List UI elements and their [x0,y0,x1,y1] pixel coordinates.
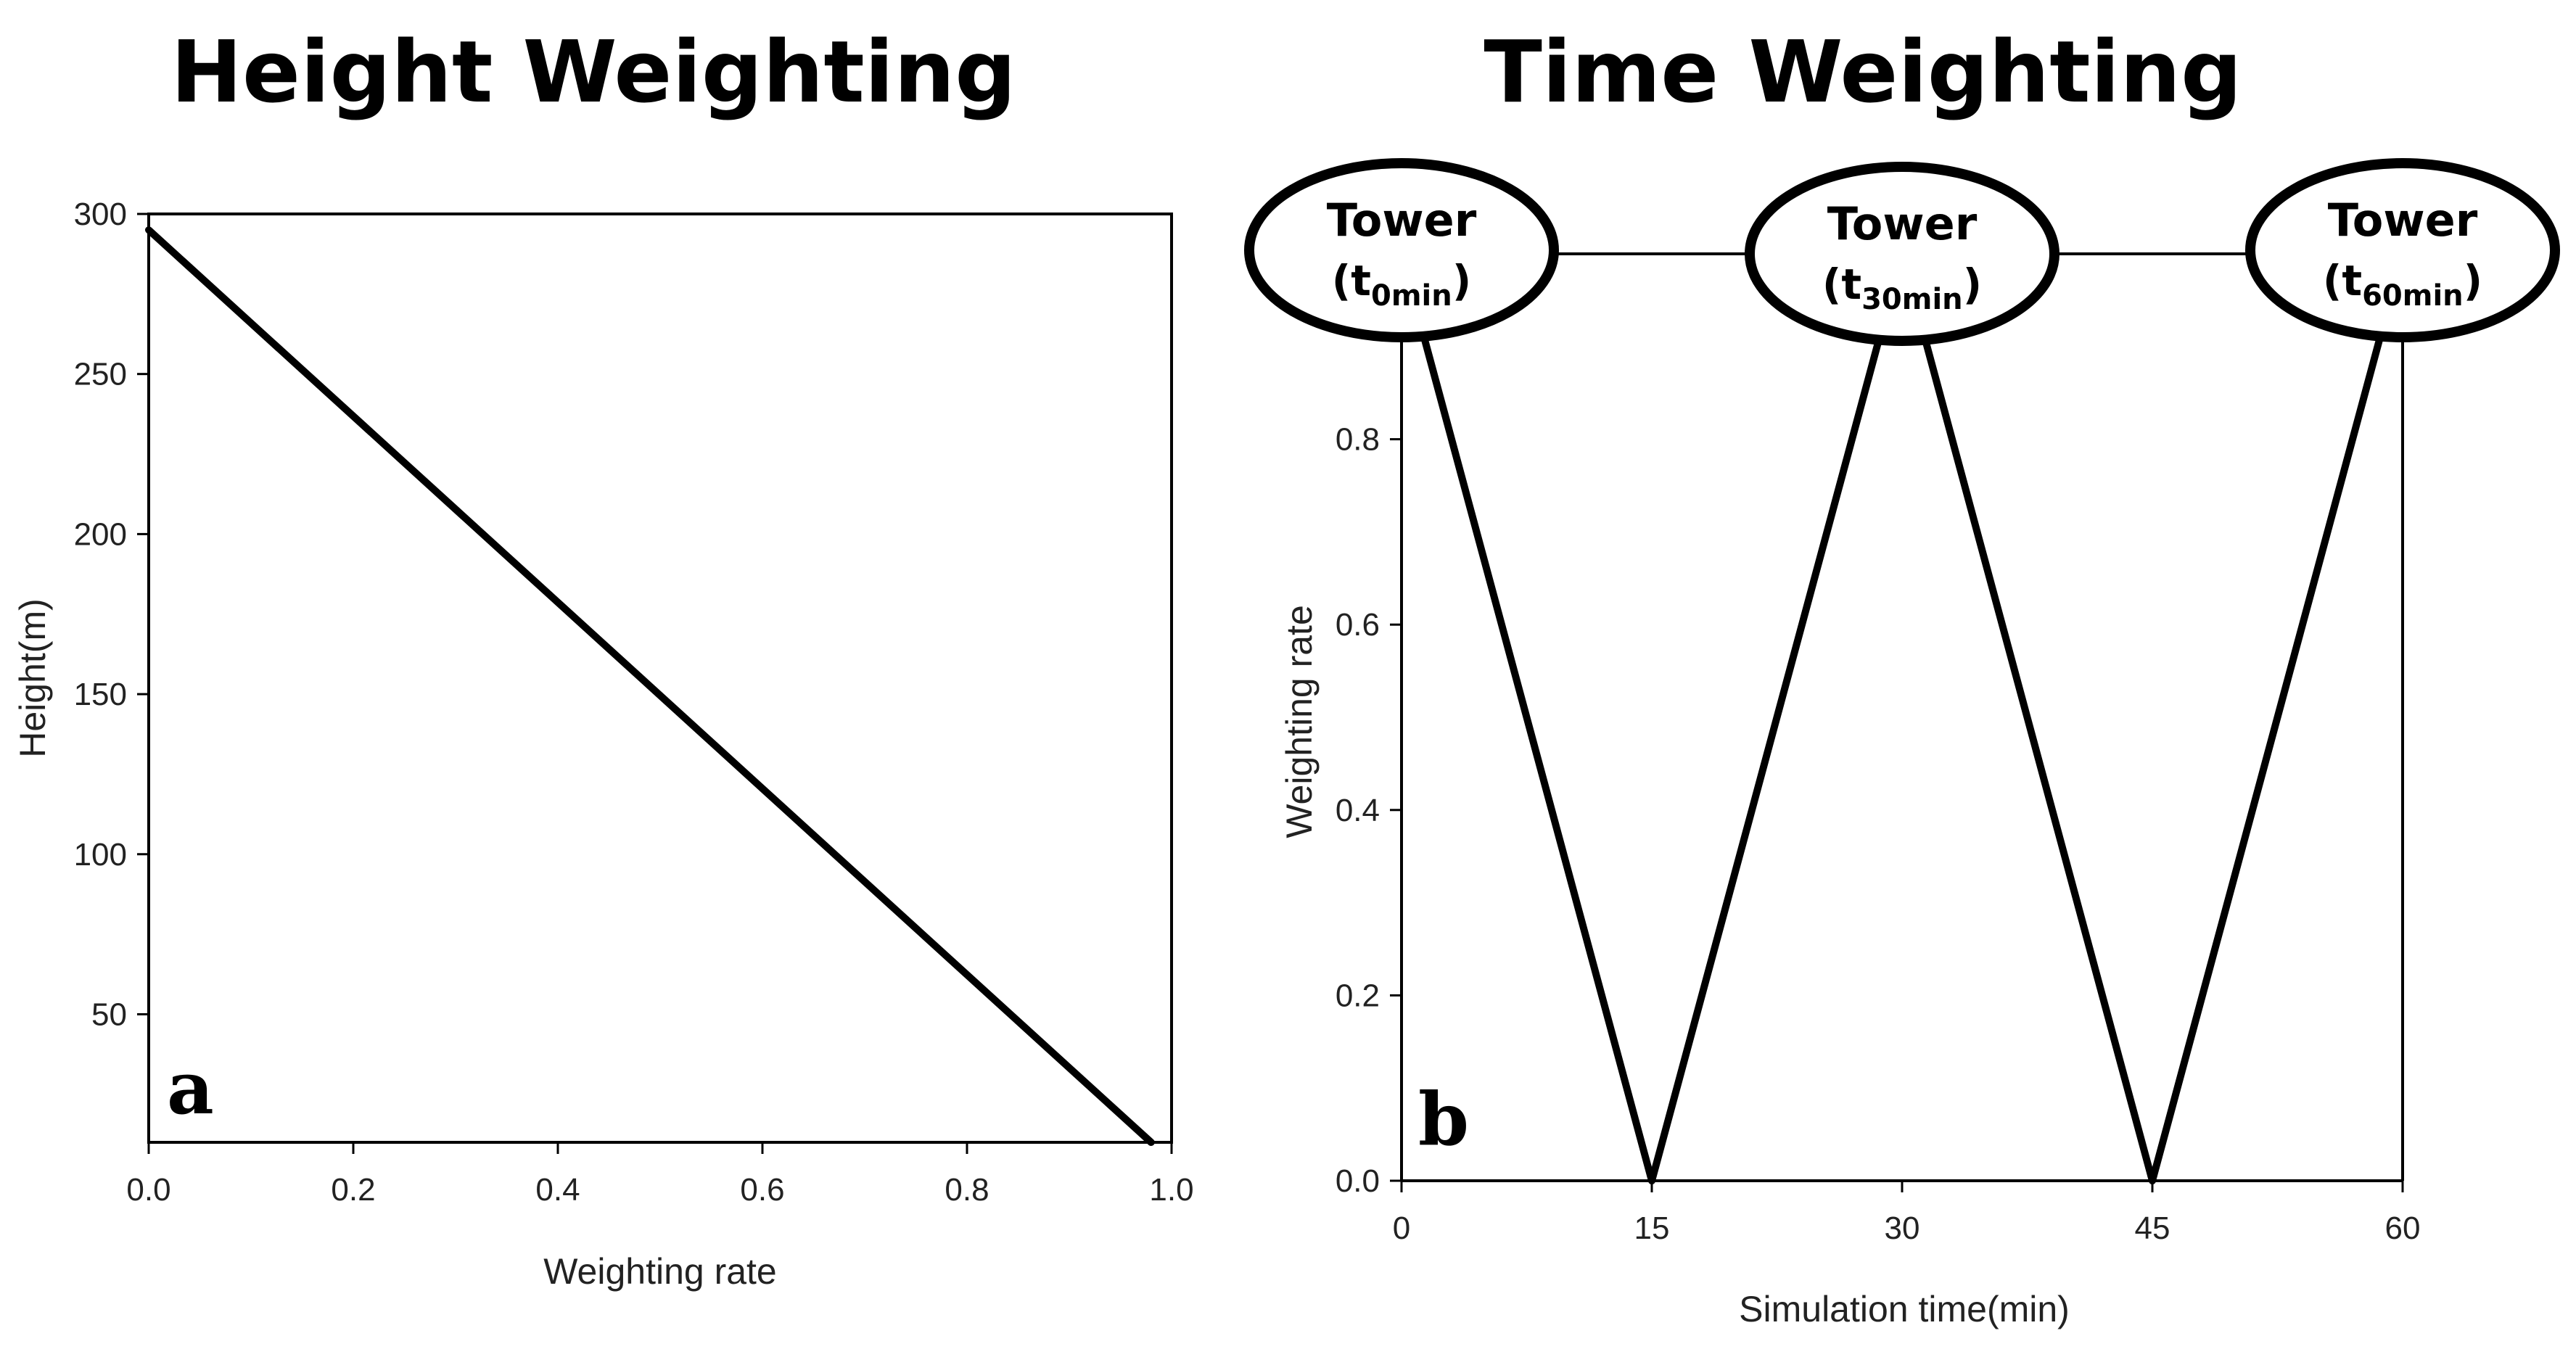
chart-b-y-ticks: 0.0 0.2 0.4 0.6 0.8 [1336,422,1402,1199]
tower-node-time-prefix: (t [1822,260,1861,309]
chart-a-x-axis-label: Weighting rate [543,1251,776,1292]
tower-node-time: (t30min) [1822,260,1982,316]
tower-node-label: Tower [1827,197,1978,250]
chart-b-title: Time Weighting [1484,22,2242,122]
chart-b-y-tick-label: 0.6 [1336,607,1380,643]
chart-a-x-tick-label: 0.2 [331,1172,375,1208]
chart-b-y-tick-label: 0.4 [1336,793,1380,828]
tower-node-ellipse [1745,162,2059,346]
chart-b-y-tick-label: 0.8 [1336,422,1380,458]
chart-b-y-tick-label: 0.2 [1336,978,1380,1013]
chart-b-panel-label: b [1418,1076,1469,1162]
chart-a-x-tick-label: 1.0 [1149,1172,1193,1208]
chart-b-series-segment [1648,336,1882,1184]
chart-a-y-tick-label: 250 [74,357,127,392]
chart-b-x-tick-label: 0 [1393,1210,1410,1246]
tower-node-time-subscript: 60min [2362,279,2464,313]
chart-a-y-ticks: 50 100 150 200 250 300 [74,197,149,1032]
chart-b-series [1420,332,2384,1184]
chart-a-title: Height Weighting [170,22,1016,122]
chart-b-x-tick-label: 30 [1885,1210,1920,1246]
chart-a-series [145,226,1155,1146]
tower-node-label: Tower [1327,194,1477,247]
tower-node-time-subscript: 30min [1861,283,1963,316]
chart-a-x-tick-label: 0.4 [535,1172,580,1208]
tower-node: Tower (t0min) [1244,158,1559,342]
chart-b-series-segment [1420,332,1655,1184]
chart-a-x-tick-label: 0.6 [740,1172,784,1208]
time-weighting-chart: Time Weighting 0 15 30 45 60 0.0 0.2 0.4 0.6 0.8… [1244,22,2560,1329]
chart-a-y-tick-label: 100 [74,837,127,873]
tower-node-time-subscript: 0min [1371,279,1452,313]
chart-b-y-tick-label: 0.0 [1336,1163,1380,1199]
chart-a-y-tick-label: 150 [74,677,127,712]
tower-node-time-prefix: (t [1332,256,1371,305]
chart-a-y-tick-label: 50 [91,997,127,1032]
chart-a-x-tick-label: 0.8 [945,1172,989,1208]
tower-node-time: (t0min) [1332,256,1471,313]
chart-a-panel-label: a [167,1045,214,1131]
tower-node: Tower (t60min) [2245,158,2560,342]
tower-node-time-prefix: (t [2323,256,2362,305]
chart-a-y-tick-label: 200 [74,516,127,552]
chart-a-x-tick-label: 0.0 [126,1172,170,1208]
height-weighting-chart: Height Weighting 0.0 0.2 0.4 0.6 0.8 1.0 50 10… [12,22,1194,1292]
chart-a-x-ticks: 0.0 0.2 0.4 0.6 0.8 1.0 [126,1142,1194,1208]
chart-b-series-segment [2149,332,2384,1184]
tower-node-ellipse [1244,158,1559,342]
tower-node-label: Tower [2328,194,2478,247]
chart-b-x-ticks: 0 15 30 45 60 [1393,1181,2421,1246]
chart-b-y-axis-label: Weighting rate [1279,605,1320,838]
chart-b-x-tick-label: 45 [2135,1210,2170,1246]
tower-node-time-suffix: ) [1963,260,1983,309]
tower-node: Tower (t30min) [1745,162,2059,346]
chart-a-series-line [145,226,1155,1146]
chart-b-x-axis-label: Simulation time(min) [1739,1289,2070,1329]
chart-a-y-axis-label: Height(m) [12,598,53,757]
chart-b-x-tick-label: 60 [2385,1210,2421,1246]
tower-node-time-suffix: ) [2464,256,2483,305]
tower-node-ellipse [2245,158,2560,342]
chart-a-y-tick-label: 300 [74,197,127,232]
tower-node-time-suffix: ) [1452,256,1472,305]
chart-a-plot-frame [147,213,1173,1144]
chart-b-series-segment [1922,336,2156,1184]
chart-b-tower-nodes: Tower(t0min)Tower(t30min)Tower(t60min) [1244,158,2560,346]
tower-node-time: (t60min) [2323,256,2482,313]
chart-b-x-tick-label: 15 [1634,1210,1670,1246]
